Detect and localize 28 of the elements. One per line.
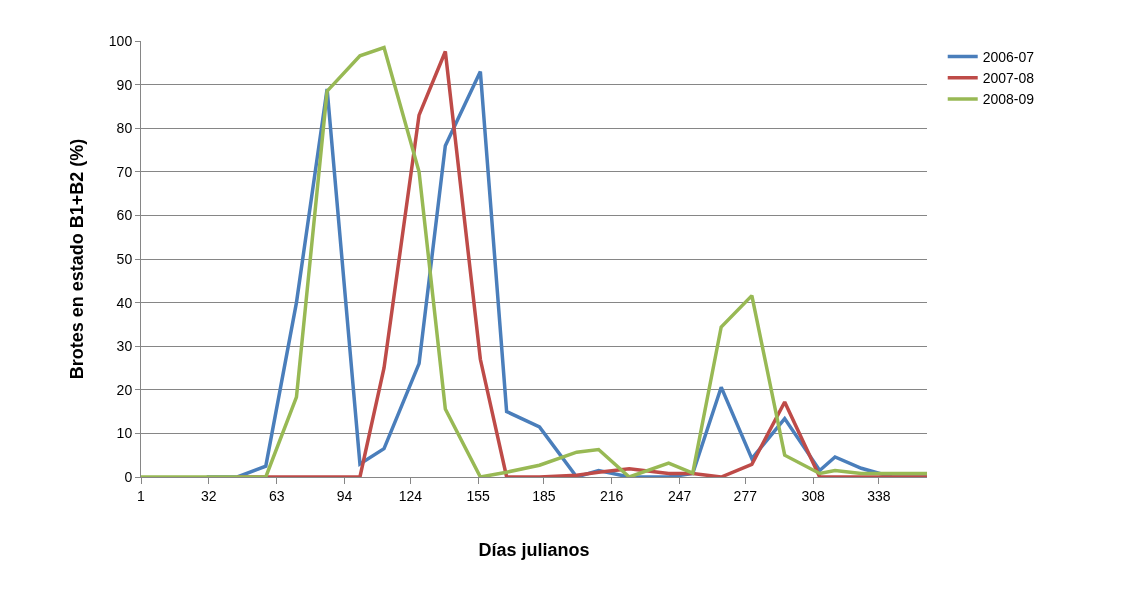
- x-tick-label: 247: [667, 487, 692, 504]
- y-tick-label: 20: [116, 381, 133, 398]
- y-tick-label: 30: [116, 338, 133, 355]
- y-tick-label: 70: [116, 163, 133, 180]
- y-tick-label: 60: [116, 207, 133, 224]
- y-tick-label: 0: [124, 468, 133, 485]
- y-axis-title: Brotes en estado B1+B2 (%): [67, 138, 88, 380]
- y-tick-label: 10: [116, 425, 133, 442]
- y-tick-label: 80: [116, 120, 133, 137]
- legend-label: 2008-09: [982, 91, 1035, 108]
- y-tick-label: 50: [116, 250, 133, 267]
- x-tick-label: 32: [201, 487, 217, 504]
- legend-label: 2007-08: [982, 70, 1035, 87]
- x-tick-label: 155: [466, 487, 491, 504]
- x-tick-label: 63: [268, 487, 285, 504]
- x-tick-label: 308: [801, 487, 826, 504]
- x-axis-title: Días julianos: [478, 539, 590, 560]
- x-tick-label: 216: [600, 487, 624, 504]
- y-tick-label: 40: [116, 294, 133, 311]
- y-tick-label: 100: [108, 32, 133, 49]
- x-tick-label: 94: [336, 487, 353, 504]
- x-tick-label: 1: [137, 487, 146, 504]
- legend-label: 2006-07: [982, 49, 1035, 66]
- x-tick-label: 124: [398, 487, 423, 504]
- x-tick-label: 338: [867, 487, 891, 504]
- x-tick-label: 185: [532, 487, 556, 504]
- y-tick-label: 90: [116, 76, 133, 93]
- x-tick-label: 277: [733, 487, 758, 504]
